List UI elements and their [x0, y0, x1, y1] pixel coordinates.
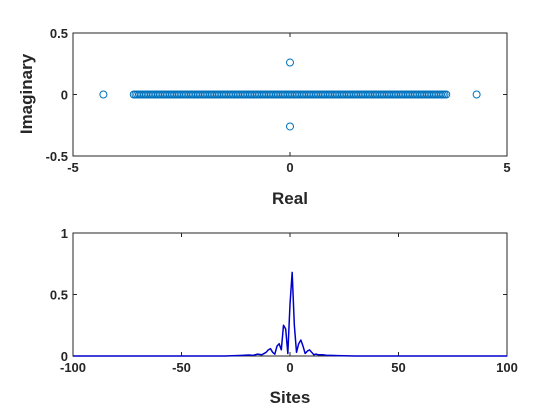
eigenvalue-point — [99, 90, 108, 99]
plot-2-x-tick-label: -50 — [172, 360, 191, 375]
eigenvalue-scatter-plot: -5 0 5 -0.5 0 0.5 Real Imaginary — [17, 26, 511, 208]
real-axis-eigenvalue-point — [442, 90, 451, 99]
plot-1-x-tick-label: -5 — [67, 160, 79, 175]
sites-series-line — [73, 271, 507, 357]
plot-2-series — [73, 271, 507, 357]
plot-1-x-tick-label: 5 — [503, 160, 510, 175]
plot-2-x-axis-label: Sites — [270, 388, 311, 407]
plot-1-ticks — [72, 32, 508, 157]
plot-1-y-tick-label: 0.5 — [50, 26, 68, 41]
sites-line-plot: -100 -50 0 50 100 0 0.5 1 Sites — [50, 226, 518, 407]
plot-2-x-tick-label: 0 — [286, 360, 293, 375]
eigenvalue-point — [286, 58, 294, 67]
plot-2-y-tick-label: 1 — [61, 226, 68, 241]
eigenvalue-point — [286, 122, 294, 131]
plot-2-x-tick-label: 50 — [391, 360, 405, 375]
plot-1-y-tick-label: -0.5 — [46, 149, 68, 164]
plot-2-x-tick-label: -100 — [60, 360, 86, 375]
plot-1-markers — [99, 58, 481, 131]
plot-2-tick-labels: -100 -50 0 50 100 0 0.5 1 — [50, 226, 518, 375]
eigenvalue-point — [472, 90, 481, 99]
plot-2-y-tick-label: 0.5 — [50, 288, 68, 303]
plot-1-tick-labels: -5 0 5 -0.5 0 0.5 — [46, 26, 511, 175]
plot-1-y-tick-label: 0 — [61, 88, 68, 103]
plot-1-x-axis-label: Real — [272, 189, 308, 208]
plot-2-x-tick-label: 100 — [496, 360, 518, 375]
plot-1-x-tick-label: 0 — [286, 160, 293, 175]
plot-1-y-axis-label: Imaginary — [17, 53, 36, 134]
plot-2-y-tick-label: 0 — [61, 349, 68, 364]
